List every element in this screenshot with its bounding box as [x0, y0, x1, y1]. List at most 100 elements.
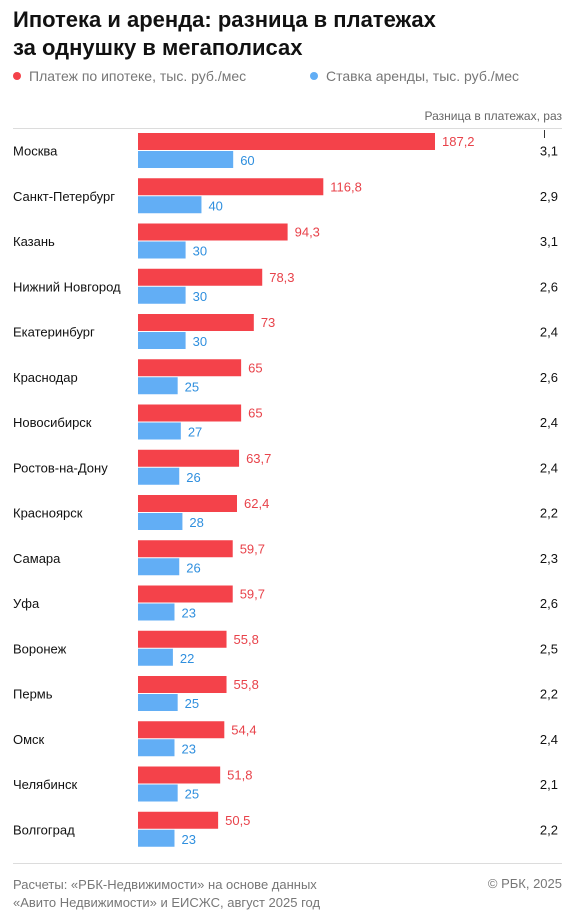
legend-mortgage-label: Платеж по ипотеке, тыс. руб./мес — [29, 68, 247, 84]
mortgage-bar — [138, 811, 219, 829]
ratio-value-label: 2,4 — [540, 325, 558, 340]
mortgage-bar — [138, 766, 221, 784]
mortgage-bar — [138, 585, 233, 603]
rent-bar — [138, 558, 180, 576]
mortgage-value-label: 78,3 — [269, 270, 294, 285]
mortgage-bar — [138, 359, 242, 377]
rent-bar — [138, 151, 234, 168]
ratio-column-tick — [544, 130, 545, 138]
rent-value-label: 40 — [208, 198, 222, 213]
rent-bar — [138, 694, 178, 711]
rent-value-label: 27 — [188, 425, 202, 440]
legend-item-mortgage: Платеж по ипотеке, тыс. руб./мес — [13, 68, 246, 84]
source-note: Расчеты: «РБК-Недвижимости» на основе да… — [13, 876, 320, 912]
category-label: Челябинск — [13, 777, 77, 792]
rent-value-label: 60 — [240, 153, 254, 168]
category-label: Краснодар — [13, 370, 78, 385]
rent-value-label: 25 — [185, 787, 199, 802]
ratio-value-label: 2,1 — [540, 777, 558, 792]
mortgage-value-label: 94,3 — [295, 225, 320, 240]
source-line-1: Расчеты: «РБК-Недвижимости» на основе да… — [13, 877, 317, 892]
rent-value-label: 25 — [185, 696, 199, 711]
chart-title: Ипотека и аренда: разница в платежах за … — [13, 6, 563, 62]
mortgage-value-label: 116,8 — [330, 179, 362, 194]
ratio-value-label: 2,2 — [540, 506, 558, 521]
rent-value-label: 23 — [181, 832, 195, 847]
category-label: Санкт-Петербург — [13, 189, 115, 204]
ratio-value-label: 2,4 — [540, 460, 558, 475]
category-label: Самара — [13, 551, 61, 566]
category-label: Нижний Новгород — [13, 279, 121, 294]
bottom-divider — [13, 863, 562, 864]
ratio-value-label: 3,1 — [540, 234, 558, 249]
rent-bar — [138, 422, 181, 440]
rent-bar — [138, 648, 173, 666]
mortgage-value-label: 63,7 — [246, 451, 271, 466]
rent-value-label: 23 — [181, 741, 195, 756]
mortgage-value-label: 55,8 — [234, 677, 259, 692]
ratio-value-label: 2,5 — [540, 641, 558, 656]
rent-bar — [138, 241, 186, 259]
ratio-value-label: 2,6 — [540, 370, 558, 385]
mortgage-value-label: 62,4 — [244, 496, 269, 511]
ratio-value-label: 2,6 — [540, 279, 558, 294]
category-label: Казань — [13, 234, 55, 249]
chart-title-line-2: за однушку в мегаполисах — [13, 35, 303, 60]
mortgage-value-label: 187,2 — [442, 134, 475, 149]
legend-rent-swatch — [310, 72, 318, 81]
rent-value-label: 23 — [181, 606, 195, 621]
mortgage-value-label: 50,5 — [225, 813, 250, 828]
legend-item-rent: Ставка аренды, тыс. руб./мес — [310, 68, 519, 84]
mortgage-bar — [138, 630, 227, 648]
rent-bar — [138, 377, 178, 395]
category-label: Красноярск — [13, 506, 83, 521]
mortgage-value-label: 59,7 — [240, 587, 265, 602]
rent-bar — [138, 784, 178, 802]
rent-value-label: 25 — [185, 379, 199, 394]
rent-bar — [138, 603, 175, 621]
rent-value-label: 22 — [180, 651, 194, 666]
ratio-value-label: 2,3 — [540, 551, 558, 566]
mortgage-value-label: 73 — [261, 315, 275, 330]
mortgage-bar — [138, 223, 288, 241]
mortgage-value-label: 59,7 — [240, 541, 265, 556]
ratio-value-label: 2,4 — [540, 732, 558, 747]
rent-bar — [138, 286, 186, 304]
rent-bar — [138, 332, 186, 349]
mortgage-bar — [138, 721, 225, 739]
top-divider — [13, 128, 562, 129]
category-label: Пермь — [13, 687, 53, 702]
rent-value-label: 30 — [193, 244, 207, 259]
ratio-value-label: 2,9 — [540, 189, 558, 204]
category-label: Новосибирск — [13, 415, 92, 430]
source-line-2: «Авито Недвижимости» и ЕИСЖС, август 202… — [13, 895, 321, 910]
rent-value-label: 26 — [186, 560, 200, 575]
ratio-value-label: 3,1 — [540, 144, 558, 159]
category-label: Ростов-на-Дону — [13, 460, 108, 475]
rent-value-label: 26 — [186, 470, 200, 485]
ratio-value-label: 2,2 — [540, 687, 558, 702]
rent-bar — [138, 829, 175, 847]
ratio-column-header: Разница в платежах, раз — [424, 109, 562, 123]
mortgage-bar — [138, 495, 237, 512]
bar-chart: Москва 187,2 60 3,1 Санкт-Петербург 116,8 40 2,… — [13, 133, 558, 847]
category-label: Воронеж — [13, 641, 67, 656]
mortgage-value-label: 55,8 — [234, 632, 259, 647]
category-label: Уфа — [13, 596, 40, 611]
mortgage-bar — [138, 133, 435, 150]
ratio-value-label: 2,2 — [540, 822, 558, 837]
legend-mortgage-swatch — [13, 72, 21, 81]
mortgage-bar — [138, 676, 227, 693]
mortgage-value-label: 65 — [248, 406, 262, 421]
legend: Платеж по ипотеке, тыс. руб./мес Ставка … — [13, 68, 563, 86]
mortgage-bar — [138, 404, 242, 422]
mortgage-value-label: 54,4 — [231, 722, 256, 737]
mortgage-value-label: 51,8 — [227, 768, 252, 783]
mortgage-bar — [138, 268, 263, 286]
category-label: Волгоград — [13, 822, 75, 837]
category-label: Екатеринбург — [13, 325, 95, 340]
chart-title-line-1: Ипотека и аренда: разница в платежах — [13, 7, 436, 32]
category-label: Москва — [13, 144, 58, 159]
mortgage-bar — [138, 314, 254, 331]
ratio-value-label: 2,6 — [540, 596, 558, 611]
